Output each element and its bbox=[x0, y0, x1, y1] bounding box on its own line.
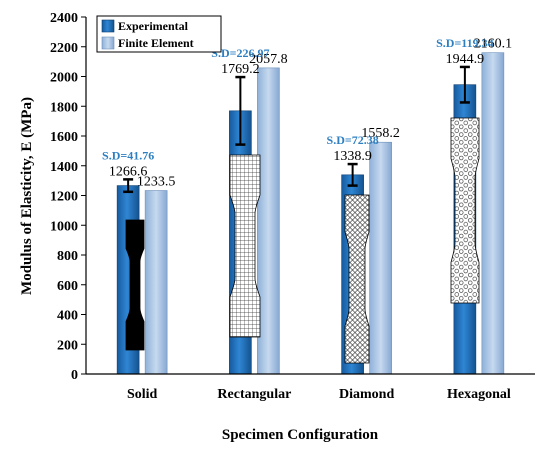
y-tick-label: 200 bbox=[57, 338, 78, 353]
specimen-solid bbox=[125, 219, 145, 351]
legend-label-finite-element: Finite Element bbox=[118, 36, 194, 50]
y-tick-label: 2400 bbox=[50, 11, 78, 26]
legend-swatch-finite-element bbox=[101, 36, 115, 50]
value-label-finite-element: 1558.2 bbox=[361, 126, 400, 141]
specimen-diamond bbox=[344, 194, 370, 364]
x-axis-title: Specimen Configuration bbox=[222, 427, 379, 443]
y-tick-label: 1000 bbox=[50, 219, 78, 234]
legend-swatch-experimental bbox=[101, 19, 115, 33]
specimen-illustrations bbox=[125, 117, 480, 364]
sd-label: S.D=41.76 bbox=[102, 148, 154, 162]
value-label-experimental: 1338.9 bbox=[333, 149, 372, 164]
sd-label: S.D=72.38 bbox=[327, 133, 379, 147]
y-tick-label: 800 bbox=[57, 249, 78, 264]
sd-label: S.D=226.97 bbox=[211, 46, 269, 60]
bars-group bbox=[116, 52, 505, 375]
y-tick-label: 0 bbox=[71, 368, 78, 383]
x-tick-label: Diamond bbox=[339, 387, 394, 402]
specimen-hexagonal bbox=[450, 117, 480, 304]
bar-finite-element bbox=[481, 52, 505, 375]
error-bars-group bbox=[123, 65, 470, 194]
bar-finite-element bbox=[369, 141, 392, 375]
bar-finite-element bbox=[257, 67, 280, 375]
bar-finite-element bbox=[144, 190, 168, 375]
y-tick-label: 2000 bbox=[50, 71, 78, 86]
legend-label-experimental: Experimental bbox=[118, 19, 189, 33]
legend: Experimental Finite Element bbox=[96, 15, 222, 53]
x-tick-label: Solid bbox=[127, 387, 158, 402]
x-tick-label: Rectangular bbox=[217, 387, 291, 402]
y-axis-title: Modulus of Elasticity, E (MPa) bbox=[19, 97, 35, 295]
y-tick-label: 600 bbox=[57, 279, 78, 294]
axes-group: 0 200 400 600 800 1000 1200 1400 1600 1800 2000 220… bbox=[50, 11, 535, 383]
value-label-experimental: 1944.9 bbox=[446, 52, 485, 67]
y-tick-label: 1400 bbox=[50, 160, 78, 175]
value-label-finite-element: 2057.8 bbox=[249, 52, 288, 67]
y-tick-label: 2200 bbox=[50, 41, 78, 56]
y-tick-label: 400 bbox=[57, 309, 78, 324]
legend-box bbox=[96, 15, 222, 53]
x-tick-label: Hexagonal bbox=[447, 387, 511, 402]
sd-label: S.D=119.34 bbox=[436, 36, 494, 50]
specimen-grid bbox=[229, 154, 261, 338]
value-label-experimental: 1769.2 bbox=[221, 62, 260, 77]
value-label-finite-element: 1233.5 bbox=[137, 175, 176, 190]
y-tick-label: 1200 bbox=[50, 190, 78, 205]
y-tick-label: 1800 bbox=[50, 100, 78, 115]
value-label-experimental: 1266.6 bbox=[109, 164, 148, 179]
y-tick-label: 1600 bbox=[50, 130, 78, 145]
value-label-finite-element: 2160.1 bbox=[474, 37, 513, 52]
